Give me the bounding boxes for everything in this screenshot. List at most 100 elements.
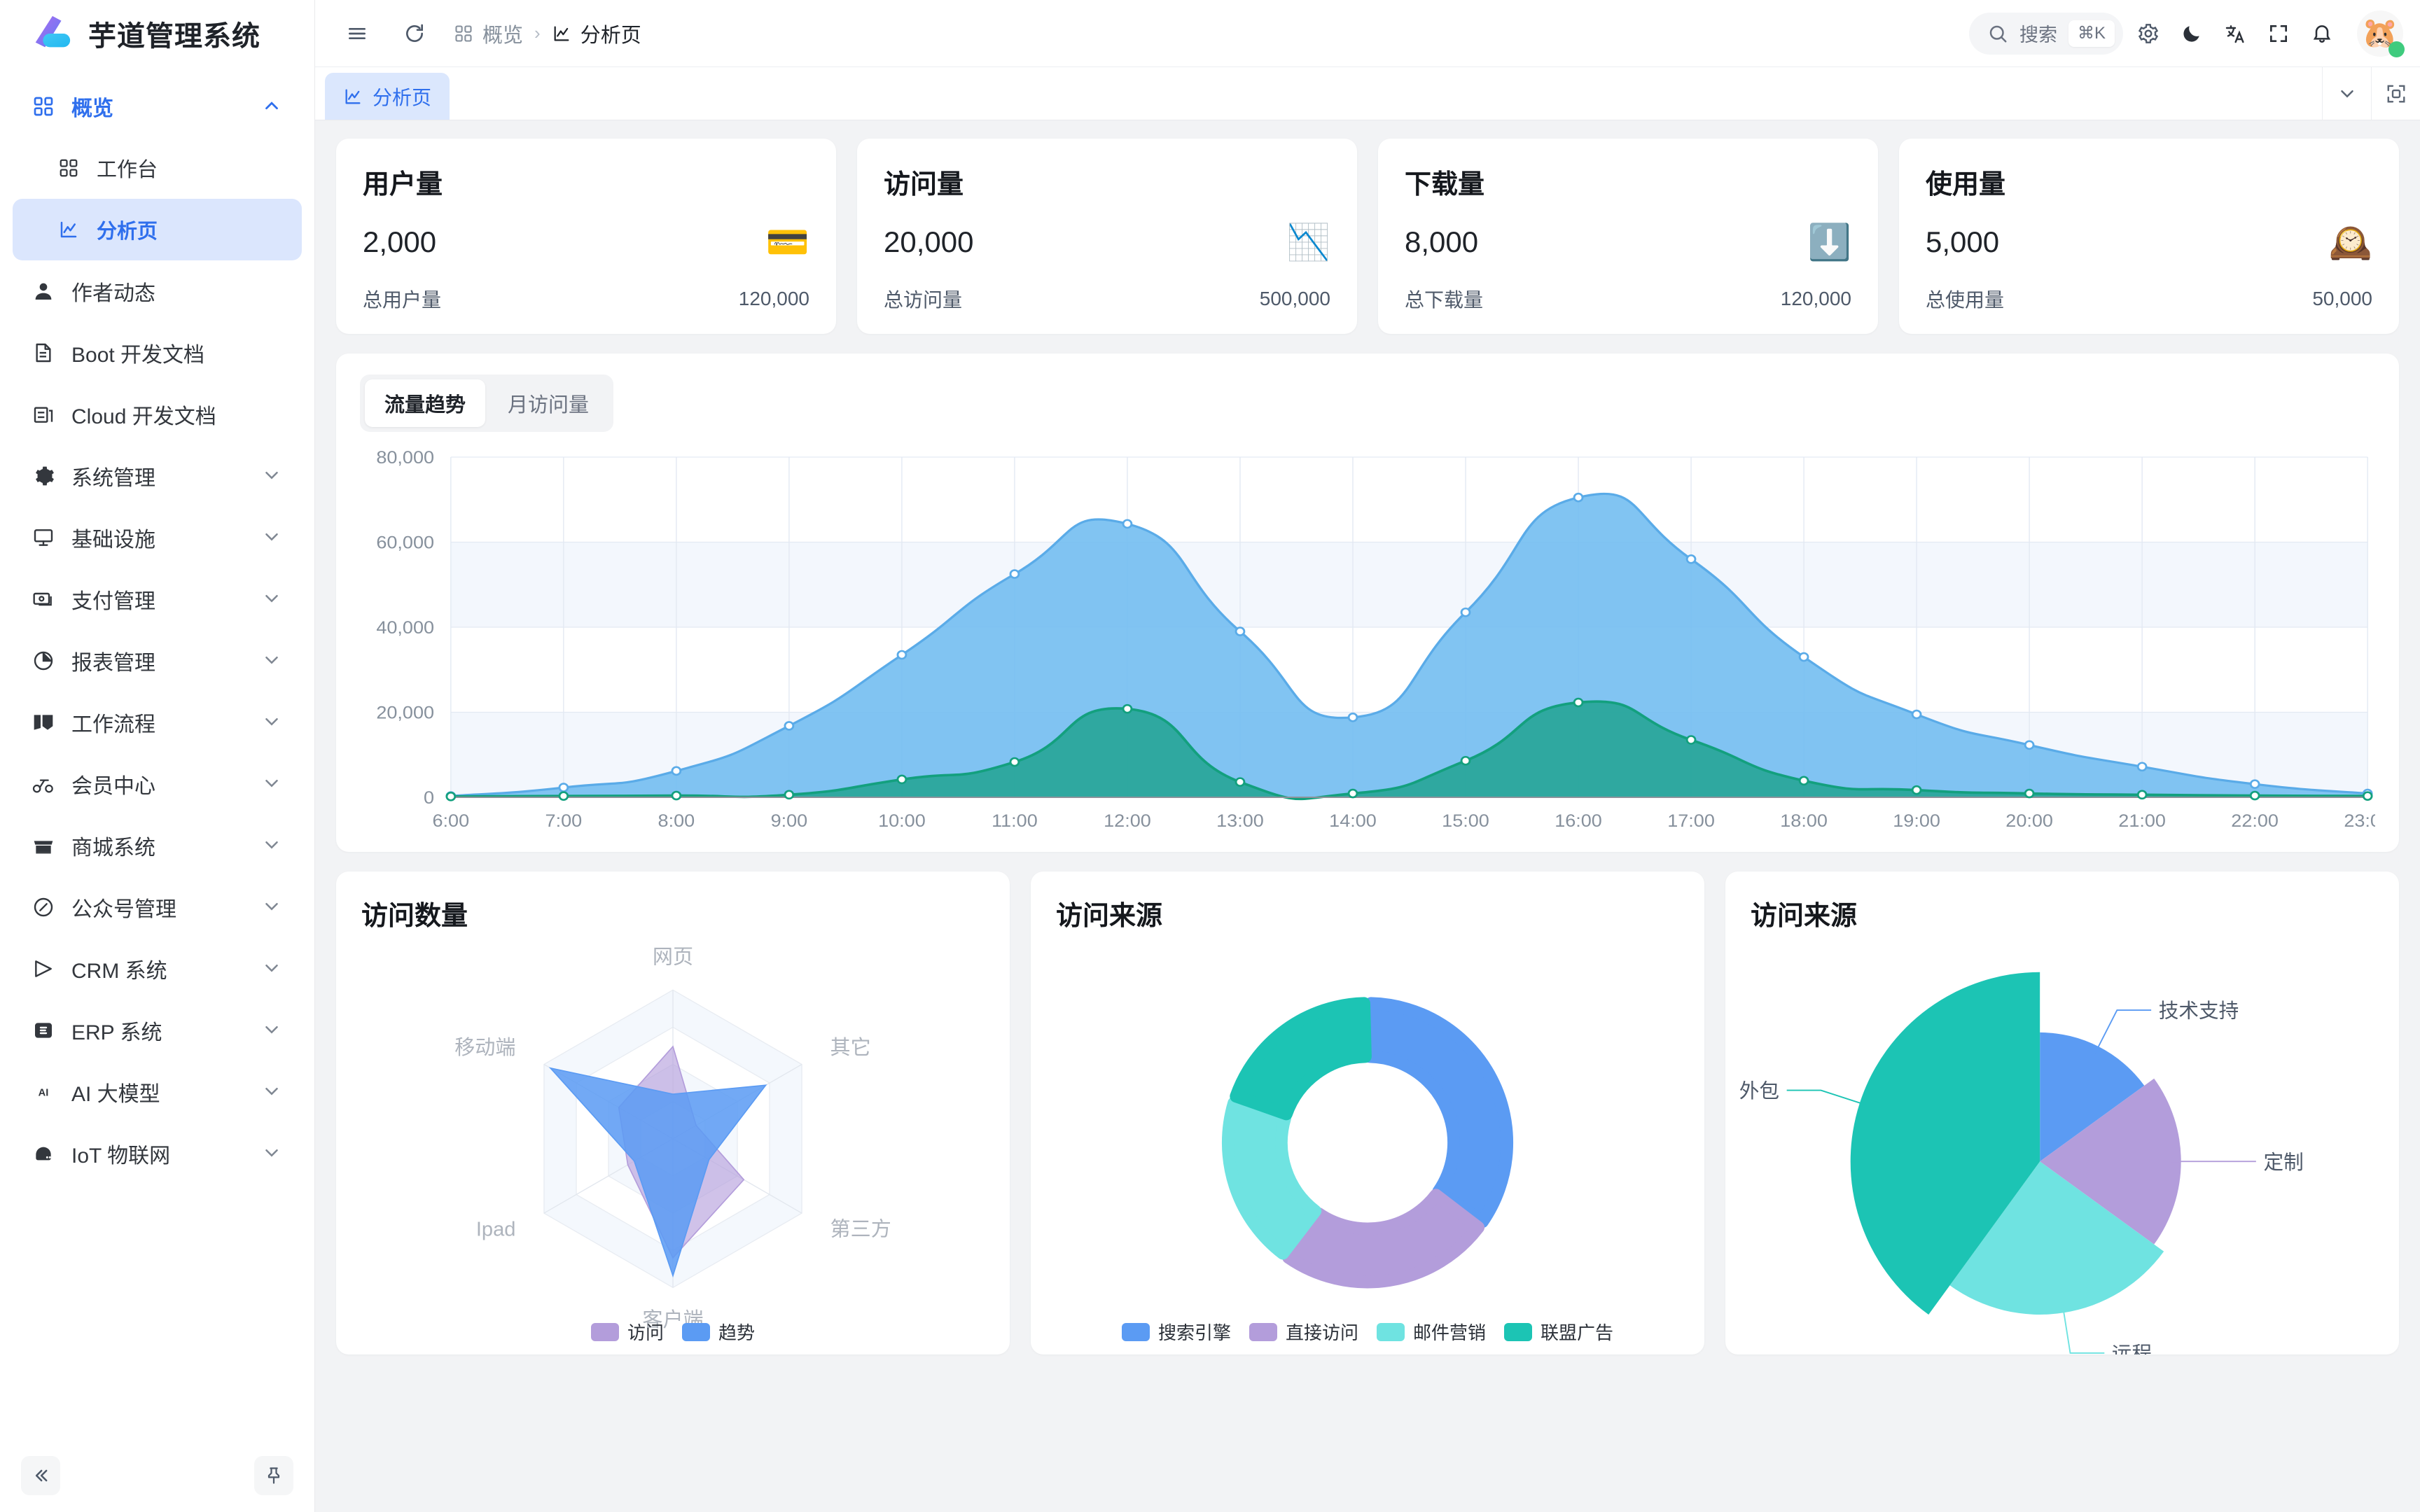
legend-item[interactable]: 访问 — [590, 1319, 664, 1345]
svg-text:8:00: 8:00 — [658, 811, 695, 831]
hamburger-menu-button[interactable] — [339, 15, 375, 52]
svg-text:定制: 定制 — [2263, 1152, 2303, 1174]
download-icon: ⬇️ — [1807, 223, 1851, 262]
breadcrumb-item-analysis[interactable]: 分析页 — [552, 19, 641, 48]
donut-chart[interactable] — [1031, 939, 1704, 1354]
tab-dropdown-button[interactable] — [2322, 67, 2371, 120]
language-button[interactable] — [2217, 15, 2253, 52]
svg-text:网页: 网页 — [653, 946, 693, 968]
sidebar-item-label: CRM 系统 — [71, 960, 167, 983]
sidebar-nav: 概览 工作台 — [0, 67, 314, 1439]
sidebar-item-mp-mgmt[interactable]: 公众号管理 — [13, 876, 302, 938]
tab-label: 分析页 — [373, 86, 432, 108]
sidebar-item-author-news[interactable]: 作者动态 — [13, 260, 302, 322]
legend-color-swatch — [682, 1322, 710, 1341]
stat-card-users: 用户量 2,000 💳 总用户量 120,000 — [336, 139, 836, 334]
shop-icon — [31, 833, 56, 858]
credit-card-icon: 💳 — [765, 223, 809, 262]
compass-icon — [31, 895, 56, 920]
avatar-button[interactable]: 🐹 — [2357, 10, 2405, 57]
refresh-button[interactable] — [396, 15, 433, 52]
iot-icon — [31, 1141, 56, 1166]
monitor-icon — [31, 525, 56, 550]
notifications-button[interactable] — [2304, 15, 2340, 52]
sidebar-item-label: 公众号管理 — [71, 898, 176, 921]
trend-tab-monthly[interactable]: 月访问量 — [508, 394, 590, 416]
svg-text:40,000: 40,000 — [376, 617, 434, 638]
sidebar-item-label: 系统管理 — [71, 467, 155, 490]
sidebar-item-erp-system[interactable]: ERP 系统 — [13, 1000, 302, 1061]
chart-line-icon — [345, 88, 361, 104]
sidebar-item-mall-system[interactable]: 商城系统 — [13, 815, 302, 876]
sidebar-pin-button[interactable] — [254, 1456, 293, 1495]
legend-label: 趋势 — [718, 1322, 756, 1343]
document-icon — [31, 340, 56, 365]
radar-chart[interactable]: 网页 其它 第三方 客户端 Ipad 移动端 — [336, 939, 1010, 1354]
fullscreen-button[interactable] — [2260, 15, 2297, 52]
dark-mode-button[interactable] — [2174, 15, 2210, 52]
svg-text:21:00: 21:00 — [2118, 811, 2166, 831]
svg-text:16:00: 16:00 — [1555, 811, 1602, 831]
svg-text:Ipad: Ipad — [476, 1218, 516, 1240]
moon-icon — [2183, 25, 2199, 42]
panel-visit-source-donut: 访问来源 搜索引擎 直接访问 — [1031, 872, 1704, 1354]
chevron-down-icon — [261, 711, 284, 734]
sidebar-item-payment-mgmt[interactable]: 支付管理 — [13, 568, 302, 630]
chevron-down-icon — [261, 1081, 284, 1103]
sidebar-item-cloud-docs[interactable]: Cloud 开发文档 — [13, 384, 302, 445]
pie-chart-icon — [31, 648, 56, 673]
svg-text:23:00: 23:00 — [2344, 811, 2375, 831]
svg-text:6:00: 6:00 — [433, 811, 470, 831]
content-fullscreen-button[interactable] — [2371, 67, 2420, 120]
panel-visit-source-rose: 访问来源 技术支持 定制 远程 外包 — [1725, 872, 2399, 1354]
legend-item[interactable]: 联盟广告 — [1504, 1319, 1613, 1345]
sidebar-item-overview[interactable]: 概览 — [13, 76, 302, 137]
brand-header[interactable]: 芋道管理系统 — [0, 0, 314, 67]
settings-button[interactable] — [2130, 15, 2167, 52]
legend-item[interactable]: 直接访问 — [1249, 1319, 1358, 1345]
sidebar-item-crm-system[interactable]: CRM 系统 — [13, 938, 302, 1000]
sidebar-item-analysis[interactable]: 分析页 — [13, 199, 302, 260]
chevron-down-icon — [261, 526, 284, 549]
breadcrumb-separator: › — [534, 22, 541, 43]
sidebar-item-report-mgmt[interactable]: 报表管理 — [13, 630, 302, 692]
svg-text:远程: 远程 — [2112, 1343, 2152, 1354]
trend-chart[interactable]: 0 20,000 40,000 60,000 80,000 6:00 7:00 8:00 9:0… — [360, 447, 2375, 839]
sidebar-collapse-button[interactable] — [21, 1456, 60, 1495]
sidebar-item-workflow[interactable]: 工作流程 — [13, 692, 302, 753]
sidebar-item-iot[interactable]: IoT 物联网 — [13, 1123, 302, 1184]
sidebar-item-infrastructure[interactable]: 基础设施 — [13, 507, 302, 568]
svg-text:20:00: 20:00 — [2005, 811, 2053, 831]
search-button[interactable]: 搜索 ⌘K — [1968, 12, 2123, 55]
legend-color-swatch — [1249, 1322, 1277, 1341]
sidebar-item-workbench[interactable]: 工作台 — [13, 137, 302, 199]
stat-total-value: 500,000 — [1259, 288, 1330, 309]
legend-item[interactable]: 邮件营销 — [1377, 1319, 1486, 1345]
svg-text:10:00: 10:00 — [878, 811, 926, 831]
user-icon — [31, 279, 56, 304]
tab-analysis[interactable]: 分析页 — [325, 73, 450, 120]
chevron-down-icon — [261, 1142, 284, 1165]
documents-icon — [31, 402, 56, 427]
sidebar-item-label: 工作台 — [97, 159, 158, 181]
sidebar-item-member-center[interactable]: 会员中心 — [13, 753, 302, 815]
yudao-logo-icon — [29, 12, 73, 55]
breadcrumb-item-overview[interactable]: 概览 — [454, 19, 523, 48]
trend-tab-traffic[interactable]: 流量趋势 — [365, 379, 486, 427]
sidebar-item-boot-docs[interactable]: Boot 开发文档 — [13, 322, 302, 384]
chart-line-icon — [554, 26, 569, 41]
rose-pie-chart[interactable]: 技术支持 定制 远程 外包 — [1725, 939, 2399, 1354]
sidebar-item-system-mgmt[interactable]: 系统管理 — [13, 445, 302, 507]
legend-item[interactable]: 搜索引擎 — [1121, 1319, 1231, 1345]
search-label: 搜索 — [2019, 24, 2057, 46]
breadcrumb: 概览 › 分析页 — [454, 19, 641, 48]
legend-label: 搜索引擎 — [1157, 1322, 1231, 1343]
payment-icon — [31, 587, 56, 612]
crm-icon — [31, 956, 56, 981]
fullscreen-icon — [2270, 24, 2287, 42]
legend-item[interactable]: 趋势 — [682, 1319, 755, 1345]
sidebar-item-ai-model[interactable]: AI AI 大模型 — [13, 1061, 302, 1123]
svg-text:9:00: 9:00 — [771, 811, 808, 831]
stat-total-label: 总访问量 — [884, 289, 963, 311]
stat-title: 使用量 — [1926, 170, 2006, 200]
